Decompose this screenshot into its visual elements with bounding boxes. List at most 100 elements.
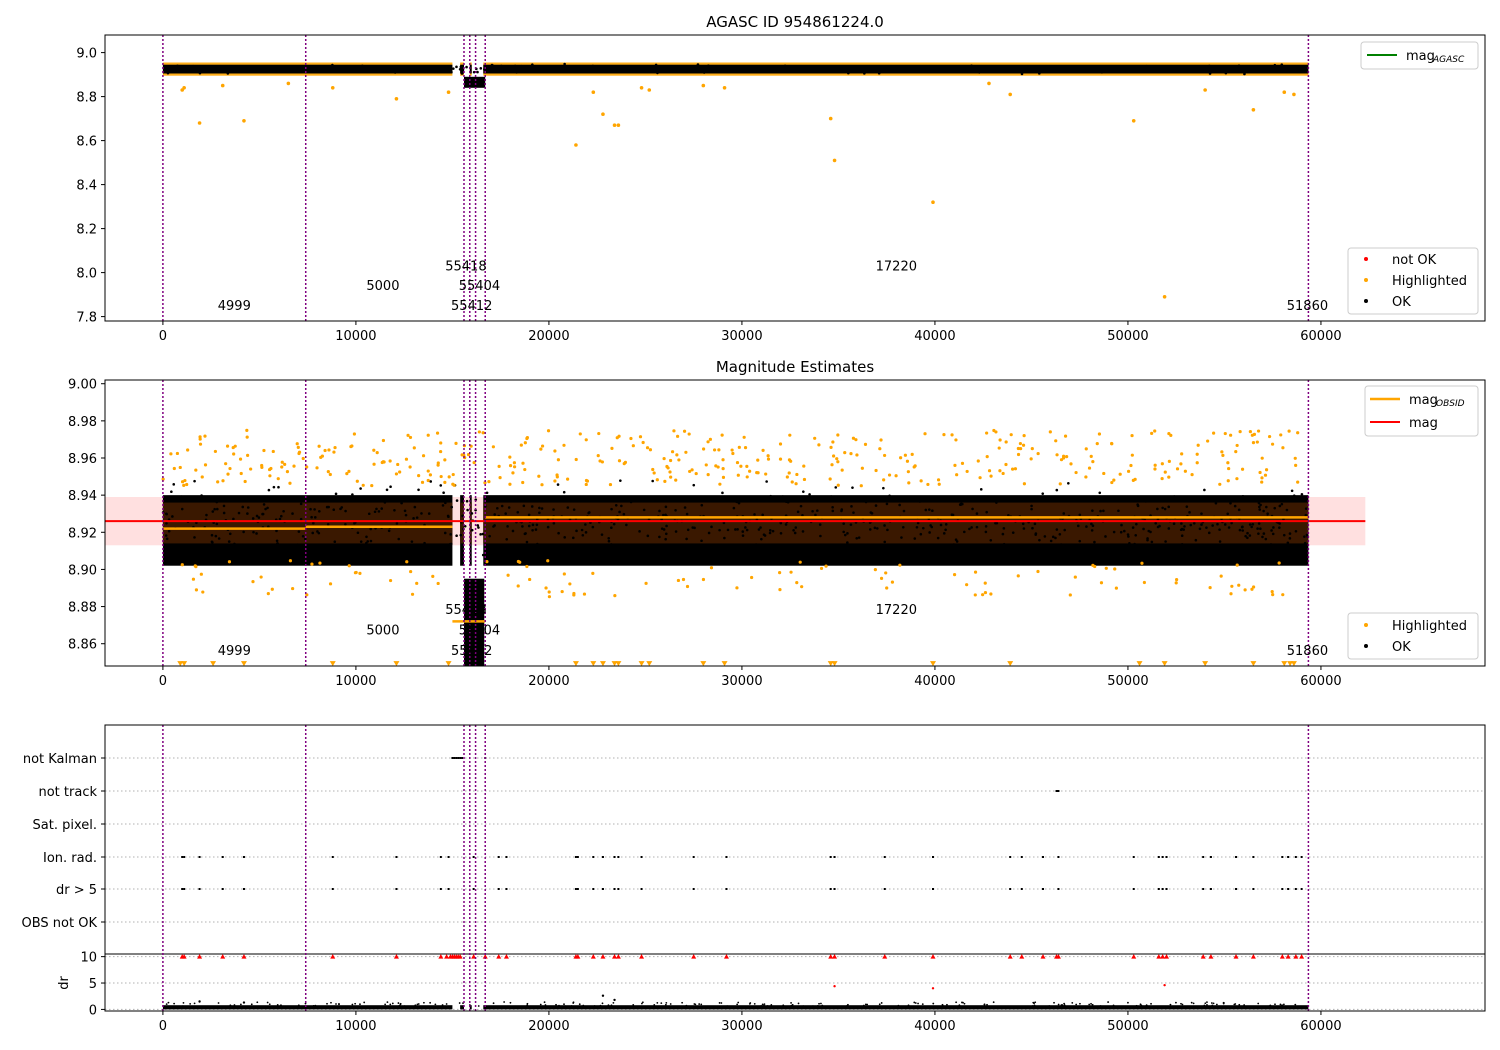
estimate-highlighted bbox=[836, 460, 840, 464]
estimate-point bbox=[1147, 529, 1151, 533]
estimate-point bbox=[505, 537, 509, 541]
estimate-point bbox=[1233, 504, 1237, 508]
estimate-point bbox=[1278, 522, 1281, 525]
estimate-highlighted bbox=[186, 448, 190, 452]
estimate-point bbox=[1002, 542, 1006, 546]
estimate-point bbox=[968, 527, 971, 531]
estimate-highlighted bbox=[280, 460, 284, 464]
estimate-highlighted bbox=[1022, 434, 1026, 438]
estimate-highlighted bbox=[994, 430, 998, 434]
estimate-point bbox=[1135, 522, 1138, 526]
estimate-highlighted bbox=[508, 482, 512, 486]
dr-point bbox=[1053, 1001, 1055, 1004]
dr-clipped-marker bbox=[241, 954, 247, 959]
estimate-point bbox=[961, 502, 964, 506]
dr-point bbox=[946, 1003, 948, 1006]
estimate-highlighted bbox=[1223, 431, 1227, 436]
flag-point bbox=[1300, 888, 1303, 890]
ok-point bbox=[231, 67, 235, 70]
estimate-point bbox=[528, 496, 531, 500]
legend-highlighted: Highlighted bbox=[1392, 274, 1467, 289]
ok-point bbox=[764, 65, 768, 69]
highlighted-point bbox=[647, 88, 652, 92]
dr-point bbox=[917, 1002, 919, 1005]
dr-point bbox=[1032, 1001, 1035, 1004]
estimate-highlighted bbox=[1004, 462, 1008, 467]
estimate-point bbox=[412, 517, 415, 520]
estimate-point bbox=[864, 499, 867, 502]
dr-point bbox=[660, 1002, 663, 1005]
dr-clipped-marker bbox=[496, 954, 502, 959]
estimate-point bbox=[387, 529, 391, 533]
estimate-highlighted bbox=[203, 434, 207, 438]
dr-point bbox=[665, 1001, 668, 1004]
estimate-highlighted bbox=[766, 457, 771, 461]
ok-point bbox=[1243, 72, 1246, 76]
estimate-point bbox=[538, 511, 541, 515]
estimate-highlighted bbox=[617, 459, 622, 463]
estimate-highlighted bbox=[323, 448, 327, 453]
estimate-highlighted bbox=[1258, 470, 1262, 475]
estimate-highlighted bbox=[1069, 462, 1073, 466]
estimate-highlighted bbox=[562, 572, 566, 576]
estimate-highlighted bbox=[1227, 466, 1231, 471]
dr-red-point bbox=[1163, 983, 1166, 987]
estimate-point bbox=[1248, 534, 1252, 537]
estimate-point bbox=[1099, 509, 1102, 513]
estimate-point bbox=[952, 543, 956, 546]
estimate-highlighted bbox=[270, 587, 274, 591]
estimate-point bbox=[1103, 496, 1107, 500]
estimate-highlighted bbox=[1220, 450, 1224, 454]
estimate-highlighted bbox=[491, 445, 495, 449]
ok-point bbox=[1177, 65, 1180, 69]
estimate-point bbox=[369, 539, 373, 543]
ok-point bbox=[673, 67, 677, 71]
estimate-point bbox=[769, 546, 772, 550]
p1-ytick-label: 8.6 bbox=[76, 135, 97, 150]
ok-point bbox=[1034, 68, 1038, 72]
clipped-low-marker bbox=[1287, 661, 1294, 667]
estimate-point bbox=[424, 550, 427, 554]
estimate-highlighted bbox=[161, 477, 165, 481]
highlighted-point bbox=[1162, 295, 1167, 299]
flag-point bbox=[1165, 888, 1168, 890]
estimate-highlighted bbox=[965, 583, 969, 587]
estimate-highlighted bbox=[981, 593, 985, 597]
estimate-point bbox=[873, 526, 877, 530]
estimate-highlighted bbox=[1287, 429, 1291, 433]
estimate-highlighted bbox=[960, 461, 965, 465]
dr-point bbox=[1269, 1004, 1272, 1007]
dr-clipped-marker bbox=[639, 954, 645, 959]
estimate-highlighted bbox=[631, 444, 635, 448]
estimate-point bbox=[1063, 528, 1067, 532]
estimate-highlighted bbox=[539, 447, 543, 451]
estimate-highlighted bbox=[238, 457, 243, 461]
dr-point bbox=[477, 1005, 480, 1007]
estimate-point bbox=[1282, 533, 1286, 537]
estimate-point bbox=[1180, 543, 1184, 546]
dr-outlier bbox=[601, 994, 605, 997]
estimate-highlighted bbox=[436, 461, 440, 465]
ok-point bbox=[322, 67, 326, 71]
estimate-point bbox=[378, 545, 382, 549]
estimate-point bbox=[275, 539, 279, 543]
estimate-point bbox=[193, 536, 196, 539]
ok-point bbox=[783, 64, 787, 68]
estimate-point bbox=[1304, 507, 1308, 510]
ok-point bbox=[1033, 66, 1036, 69]
dr-point bbox=[1281, 1004, 1284, 1007]
dr-point bbox=[846, 1004, 849, 1007]
estimate-point bbox=[525, 540, 529, 544]
ok-point bbox=[796, 68, 799, 71]
dr-point bbox=[1145, 1004, 1148, 1007]
estimate-point bbox=[180, 495, 183, 498]
flag-point bbox=[617, 888, 620, 890]
estimate-highlighted bbox=[800, 585, 804, 589]
estimate-highlighted bbox=[266, 592, 270, 596]
ok-point bbox=[816, 66, 820, 69]
ok-point bbox=[236, 68, 240, 71]
dr-clipped-marker bbox=[882, 954, 888, 959]
legend-agasc-line: mag AGASC bbox=[1360, 41, 1479, 70]
estimate-point bbox=[1189, 523, 1193, 527]
estimate-point bbox=[310, 515, 313, 519]
